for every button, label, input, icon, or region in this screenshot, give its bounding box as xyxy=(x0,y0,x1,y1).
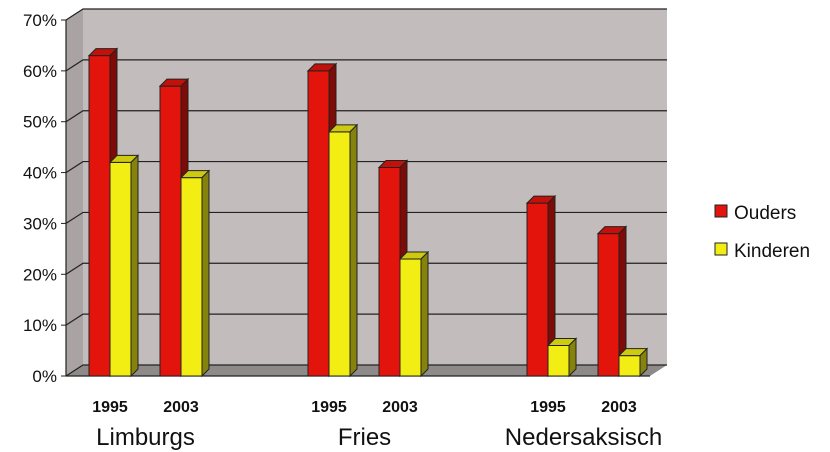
bar-front xyxy=(547,344,570,377)
gridlines xyxy=(65,8,667,377)
gridline xyxy=(65,8,667,21)
gridline xyxy=(65,59,667,72)
bar-side xyxy=(420,250,429,378)
y-tick-label: 10% xyxy=(23,316,57,335)
bar-side xyxy=(349,123,358,378)
bar-kinderen-4 xyxy=(546,337,578,378)
bar-side xyxy=(130,154,139,378)
chart-plot-area xyxy=(66,9,667,376)
x-year-label: 1995 xyxy=(311,399,347,416)
bar-front xyxy=(328,131,351,377)
y-tick-label: 60% xyxy=(23,62,57,81)
bar-marks xyxy=(87,47,649,378)
x-year-label: 1995 xyxy=(92,399,128,416)
gridline xyxy=(65,313,667,326)
back-wall xyxy=(66,9,667,376)
gridline xyxy=(65,211,667,224)
gridline xyxy=(65,262,667,275)
y-tick-label: 20% xyxy=(23,265,57,284)
legend-label-ouders: Ouders xyxy=(734,203,796,224)
bar-front xyxy=(618,355,641,377)
x-group-label: Limburgs xyxy=(96,424,195,451)
bar-kinderen-2 xyxy=(327,123,359,378)
bar-front xyxy=(399,258,422,377)
bar-front xyxy=(109,161,132,377)
bar-front xyxy=(180,177,203,377)
bar-front xyxy=(159,85,182,377)
x-axis-labels: 1995 2003 Limburgs 1995 2003 Fries 1995 2003 Ned… xyxy=(92,399,662,451)
legend: Ouders Kinderen xyxy=(706,183,828,269)
x-year-label: 2003 xyxy=(382,399,418,416)
gridline xyxy=(65,364,667,377)
gridline xyxy=(65,160,667,174)
bar-kinderen-5 xyxy=(617,347,649,378)
y-tick-label: 40% xyxy=(23,164,57,183)
bar-side xyxy=(568,337,577,378)
legend-swatch-ouders xyxy=(714,204,728,218)
y-tick-label: 50% xyxy=(23,113,57,132)
x-year-label: 2003 xyxy=(601,399,637,416)
bar-front xyxy=(307,70,330,377)
bar-side xyxy=(639,347,648,378)
bar-kinderen-1 xyxy=(179,169,211,378)
side-wall xyxy=(66,9,83,376)
bar-front xyxy=(526,202,549,377)
bar-side xyxy=(201,169,210,378)
y-tick-label: 0% xyxy=(32,367,57,386)
y-tick-label: 30% xyxy=(23,214,57,233)
gridline xyxy=(65,110,667,123)
y-tick-label: 70% xyxy=(23,11,57,30)
bar-front xyxy=(88,55,111,377)
legend-label-kinderen: Kinderen xyxy=(734,241,810,262)
bar-front xyxy=(597,233,620,377)
x-year-label: 2003 xyxy=(163,399,199,416)
x-group-label: Nedersaksisch xyxy=(505,424,662,451)
legend-swatch-kinderen xyxy=(714,242,728,256)
bar-ouders-4 xyxy=(525,194,557,378)
x-group-label: Fries xyxy=(338,424,391,451)
bar-kinderen-3 xyxy=(398,250,430,378)
floor xyxy=(66,365,667,376)
x-year-label: 1995 xyxy=(530,399,566,416)
bar-kinderen-0 xyxy=(108,154,140,378)
bar-front xyxy=(378,166,401,377)
